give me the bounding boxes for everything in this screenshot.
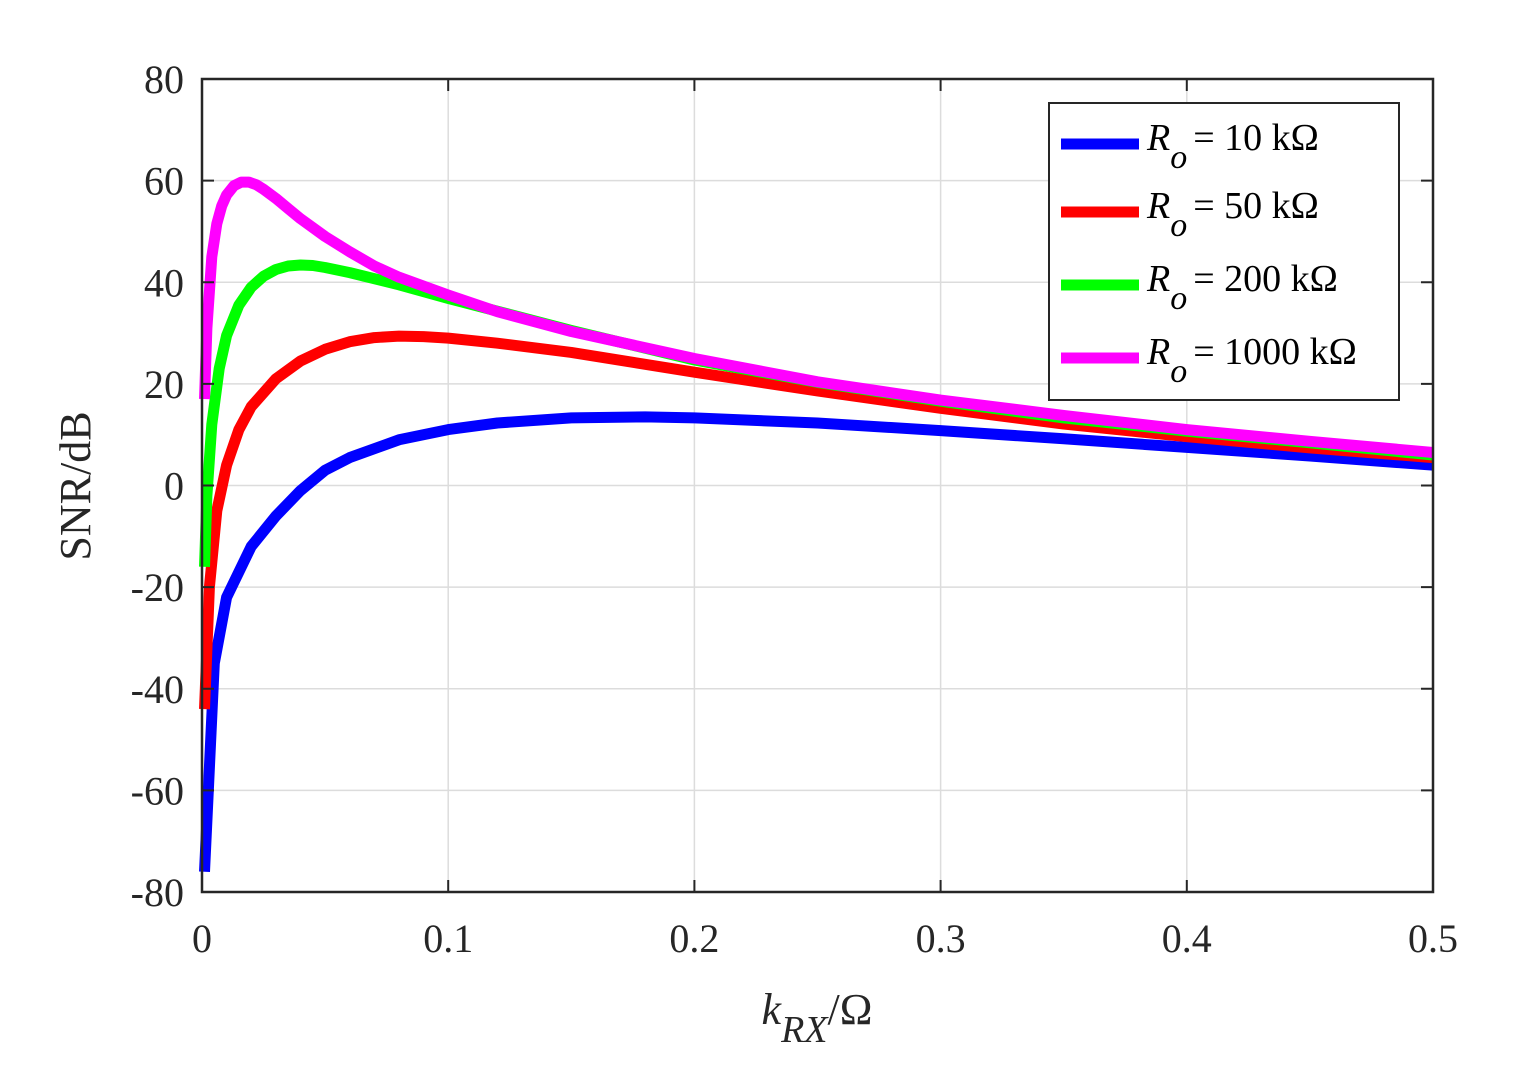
legend-entries: Ro = 10 kΩ Ro = 50 kΩ Ro = 200 kΩ Ro = 1000 kΩ [1061, 117, 1357, 390]
series-line-4 [199, 176, 1434, 458]
x-tick-label: 0.4 [1162, 916, 1212, 961]
legend-label-4: Ro = 1000 kΩ [1146, 331, 1357, 390]
x-tick-label: 0.1 [423, 916, 473, 961]
y-tick-label: -40 [131, 667, 184, 712]
y-tick-label: 40 [144, 260, 184, 305]
y-tick-label: 60 [144, 159, 184, 204]
axis-ticks [201, 78, 1434, 893]
y-tick-label: 0 [164, 464, 184, 509]
y-tick-label: 20 [144, 362, 184, 407]
x-axis-title: kRX/Ω [762, 985, 873, 1051]
series-line-2 [199, 330, 1434, 710]
x-tick-label: 0.5 [1408, 916, 1458, 961]
y-axis-title: SNR/dB [51, 411, 100, 560]
legend-box [1048, 102, 1400, 401]
y-tick-label: 80 [144, 57, 184, 102]
x-tick-label: 0.2 [669, 916, 719, 961]
legend-label-2: Ro = 50 kΩ [1146, 185, 1319, 244]
legend-label-3: Ro = 200 kΩ [1146, 258, 1338, 317]
y-tick-label: -80 [131, 870, 184, 915]
y-tick-label: -60 [131, 768, 184, 813]
x-tick-label: 0 [192, 916, 212, 961]
legend-label-1: Ro = 10 kΩ [1146, 117, 1319, 176]
x-tick-labels: 0 0.1 0.2 0.3 0.4 0.5 [192, 916, 1458, 961]
legend: Ro = 10 kΩ Ro = 50 kΩ Ro = 200 kΩ Ro = 1000 kΩ [1048, 102, 1400, 401]
x-tick-label: 0.3 [916, 916, 966, 961]
series-lines [199, 176, 1434, 872]
series-line-1 [199, 411, 1434, 872]
y-tick-labels: -80 -60 -40 -20 0 20 40 60 80 [131, 57, 184, 915]
y-tick-label: -20 [131, 565, 184, 610]
